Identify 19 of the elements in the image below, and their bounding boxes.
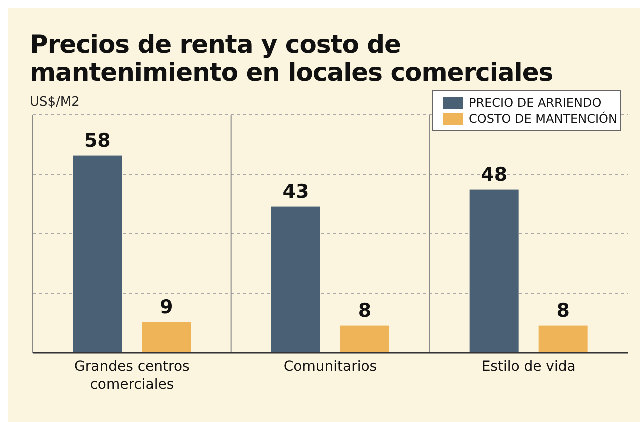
bar	[340, 326, 390, 353]
bar	[272, 206, 320, 353]
chart-title: Precios de renta y costo de mantenimiento en locales comerciales	[30, 30, 554, 87]
bar	[73, 156, 122, 353]
bar	[142, 322, 192, 353]
data-label: 58	[84, 130, 111, 152]
bar	[538, 326, 588, 353]
x-tick-label: Estilo de vida	[482, 359, 576, 375]
y-axis-title: US$/M2	[30, 95, 80, 110]
data-label: 43	[282, 180, 310, 203]
x-tick-label: Grandes centros comerciales	[74, 359, 190, 393]
data-label: 8	[556, 300, 570, 322]
bar	[470, 190, 519, 353]
data-label: 8	[358, 300, 372, 322]
data-label: 9	[160, 296, 174, 318]
x-tick-label: Comunitarios	[284, 359, 378, 375]
legend-label: PRECIO DE ARRIENDO	[469, 96, 602, 110]
data-label: 48	[481, 164, 508, 186]
legend-label: COSTO DE MANTENCIÓN	[469, 111, 618, 126]
